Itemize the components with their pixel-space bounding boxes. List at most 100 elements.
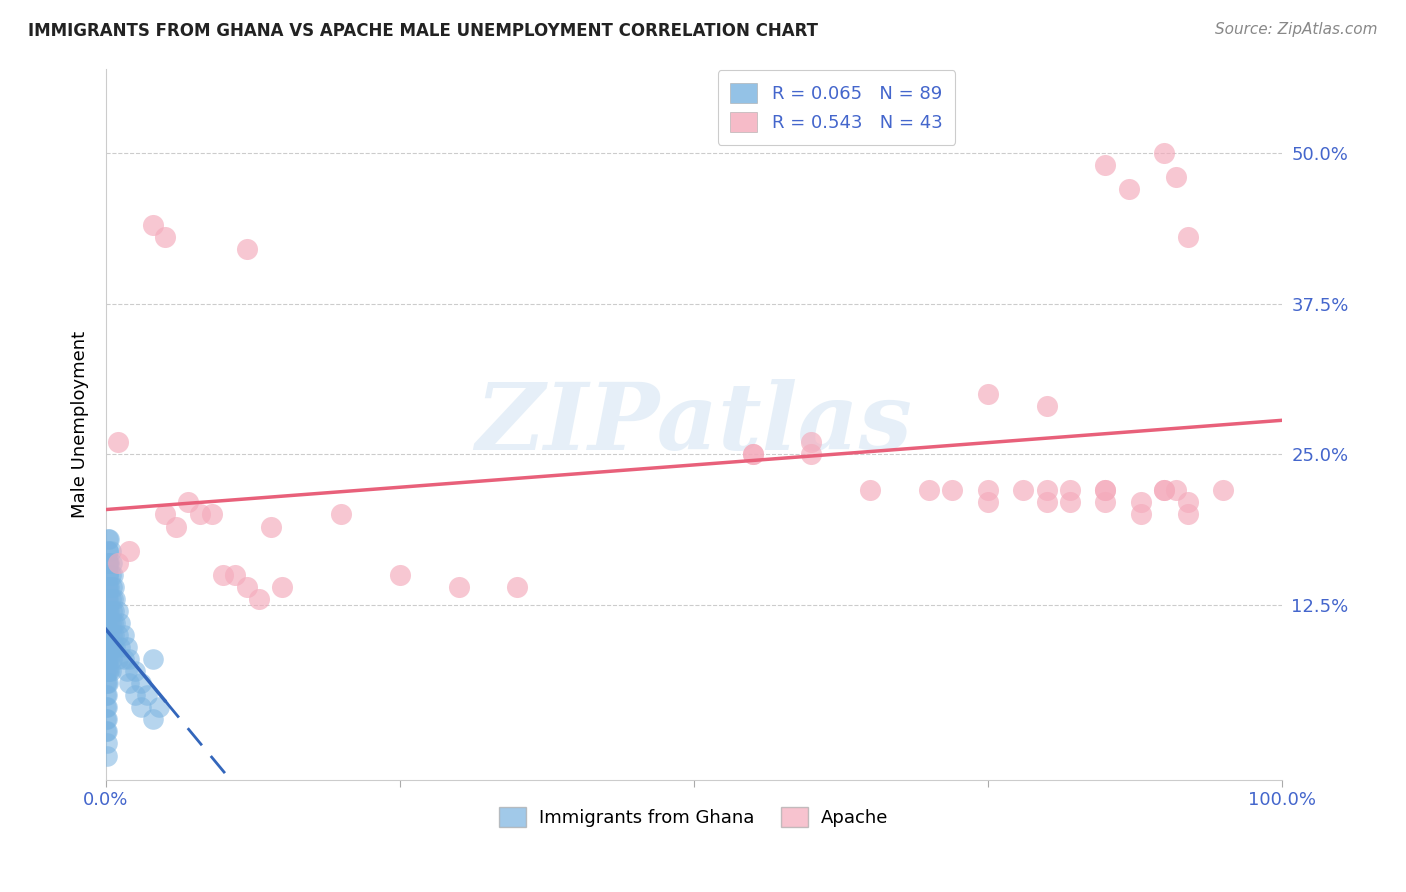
Point	[94, 664, 117, 678]
Point	[94, 724, 117, 739]
Point	[98, 664, 121, 678]
Point	[100, 543, 122, 558]
Point	[96, 700, 118, 714]
Point	[142, 712, 165, 726]
Point	[142, 652, 165, 666]
Point	[271, 580, 294, 594]
Point	[330, 508, 353, 522]
Y-axis label: Male Unemployment: Male Unemployment	[72, 331, 89, 517]
Point	[977, 387, 1000, 401]
Point	[1035, 483, 1057, 498]
Point	[741, 447, 763, 461]
Point	[97, 556, 120, 570]
Point	[1094, 483, 1116, 498]
Point	[1129, 495, 1152, 509]
Point	[104, 615, 127, 630]
Point	[118, 676, 141, 690]
Point	[129, 700, 152, 714]
Point	[118, 543, 141, 558]
Point	[188, 508, 211, 522]
Point	[98, 604, 121, 618]
Point	[94, 688, 117, 702]
Point	[94, 628, 117, 642]
Point	[1164, 169, 1187, 184]
Point	[1164, 483, 1187, 498]
Point	[96, 652, 118, 666]
Point	[107, 604, 129, 618]
Point	[96, 724, 118, 739]
Point	[166, 519, 188, 533]
Point	[94, 676, 117, 690]
Point	[142, 218, 165, 232]
Point	[96, 615, 118, 630]
Point	[1059, 495, 1081, 509]
Point	[247, 591, 270, 606]
Point	[977, 495, 1000, 509]
Point	[96, 688, 118, 702]
Point	[177, 495, 200, 509]
Point	[101, 615, 124, 630]
Point	[800, 435, 823, 450]
Point	[107, 652, 129, 666]
Point	[447, 580, 470, 594]
Text: IMMIGRANTS FROM GHANA VS APACHE MALE UNEMPLOYMENT CORRELATION CHART: IMMIGRANTS FROM GHANA VS APACHE MALE UNE…	[28, 22, 818, 40]
Point	[1153, 483, 1175, 498]
Point	[236, 242, 259, 256]
Point	[1129, 508, 1152, 522]
Point	[1153, 483, 1175, 498]
Point	[153, 230, 176, 244]
Point	[101, 628, 124, 642]
Point	[94, 640, 117, 654]
Point	[100, 567, 122, 582]
Point	[97, 640, 120, 654]
Point	[97, 591, 120, 606]
Point	[97, 532, 120, 546]
Point	[1094, 483, 1116, 498]
Point	[97, 543, 120, 558]
Point	[96, 580, 118, 594]
Point	[108, 640, 131, 654]
Point	[98, 532, 121, 546]
Point	[96, 748, 118, 763]
Point	[97, 676, 120, 690]
Point	[212, 567, 235, 582]
Point	[100, 591, 122, 606]
Point	[1094, 158, 1116, 172]
Legend: Immigrants from Ghana, Apache: Immigrants from Ghana, Apache	[492, 800, 896, 835]
Point	[977, 483, 1000, 498]
Point	[98, 628, 121, 642]
Point	[96, 628, 118, 642]
Point	[1153, 145, 1175, 160]
Point	[101, 591, 124, 606]
Point	[148, 700, 170, 714]
Point	[918, 483, 941, 498]
Point	[1094, 495, 1116, 509]
Point	[97, 580, 120, 594]
Point	[859, 483, 882, 498]
Point	[1035, 399, 1057, 413]
Point	[136, 688, 159, 702]
Point	[96, 676, 118, 690]
Point	[1012, 483, 1035, 498]
Point	[97, 567, 120, 582]
Point	[98, 652, 121, 666]
Point	[1177, 495, 1199, 509]
Point	[1212, 483, 1234, 498]
Point	[101, 556, 124, 570]
Point	[100, 615, 122, 630]
Point	[96, 664, 118, 678]
Point	[1059, 483, 1081, 498]
Point	[103, 580, 125, 594]
Point	[506, 580, 529, 594]
Point	[107, 628, 129, 642]
Point	[388, 567, 411, 582]
Point	[236, 580, 259, 594]
Point	[103, 628, 125, 642]
Point	[201, 508, 224, 522]
Point	[101, 567, 124, 582]
Point	[112, 628, 135, 642]
Point	[96, 640, 118, 654]
Point	[124, 664, 146, 678]
Point	[115, 664, 138, 678]
Point	[118, 652, 141, 666]
